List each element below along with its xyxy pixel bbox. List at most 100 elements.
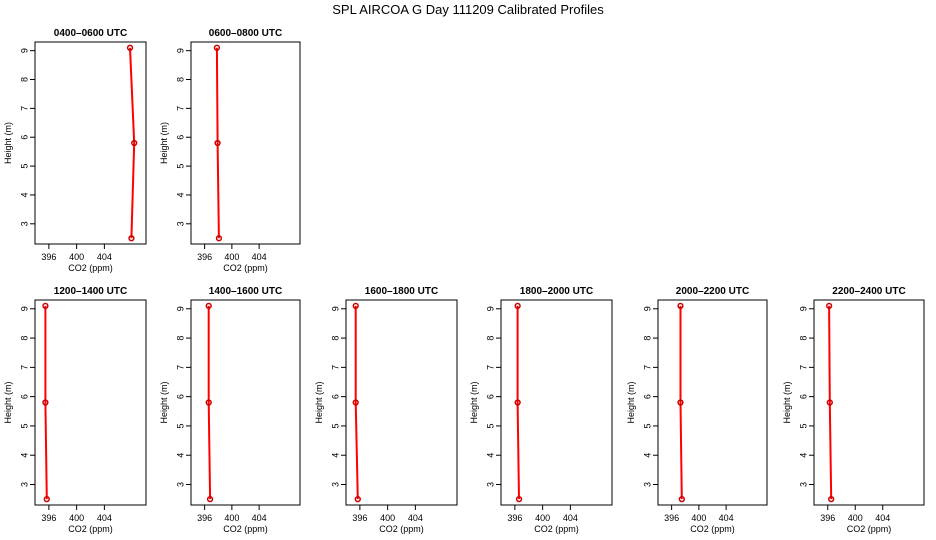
y-tick-label: 8	[19, 336, 29, 341]
x-tick-label: 396	[820, 513, 835, 523]
data-point	[205, 399, 212, 406]
y-tick-label: 8	[175, 77, 185, 82]
y-tick-label: 4	[175, 192, 185, 197]
data-point	[514, 302, 521, 310]
profile-line	[44, 305, 48, 500]
data-point	[206, 495, 214, 503]
y-tick-label: 3	[19, 482, 29, 487]
data-point	[215, 235, 223, 242]
y-tick-label: 7	[798, 365, 808, 370]
x-tick-label: 404	[97, 513, 112, 523]
plot-frame	[34, 299, 147, 506]
y-tick-label: 9	[175, 306, 185, 311]
y-axis-label: Height (m)	[3, 122, 13, 164]
data-point	[352, 302, 359, 310]
plot-frame	[813, 299, 925, 506]
y-tick-label: 5	[175, 423, 185, 428]
profile-panel: 2000–2200 UTC 396 400 404 3 4 5 6 7 8 9 CO2 (ppm) He…	[626, 286, 768, 534]
x-tick-label: 404	[408, 513, 423, 523]
x-tick-label: 400	[69, 252, 84, 262]
x-tick-label: 404	[719, 513, 734, 523]
y-axis-label: Height (m)	[159, 122, 169, 164]
y-tick-label: 4	[175, 453, 185, 458]
x-tick-label: 396	[507, 513, 522, 523]
x-tick-label: 404	[563, 513, 578, 523]
y-axis-label: Height (m)	[626, 381, 636, 423]
y-axis-label: Height (m)	[782, 381, 792, 423]
y-tick-label: 9	[19, 48, 29, 53]
panel-title: 0400–0600 UTC	[54, 28, 127, 39]
y-tick-label: 9	[642, 306, 652, 311]
y-tick-label: 5	[485, 423, 495, 428]
plot-frame	[190, 41, 301, 245]
x-tick-label: 404	[252, 513, 267, 523]
panel-title: 2200–2400 UTC	[832, 286, 905, 297]
panel-title: 0600–0800 UTC	[209, 28, 282, 39]
y-tick-label: 8	[642, 336, 652, 341]
y-tick-label: 3	[19, 221, 29, 226]
y-tick-label: 8	[175, 336, 185, 341]
data-point	[514, 399, 521, 406]
y-tick-label: 9	[175, 48, 185, 53]
profile-panel: 1600–1800 UTC 396 400 404 3 4 5 6 7 8 9 CO2 (ppm) He…	[314, 286, 458, 534]
y-tick-label: 9	[19, 306, 29, 311]
profile-panel: 1800–2000 UTC 396 400 404 3 4 5 6 7 8 9 CO2 (ppm) He…	[469, 286, 613, 534]
y-tick-label: 4	[19, 192, 29, 197]
y-tick-label: 9	[330, 306, 340, 311]
y-tick-label: 7	[330, 365, 340, 370]
y-tick-label: 4	[485, 453, 495, 458]
panel-title: 1800–2000 UTC	[520, 286, 593, 297]
profile-line	[679, 305, 683, 500]
x-axis-label: CO2 (ppm)	[847, 524, 892, 534]
y-axis-label: Height (m)	[3, 381, 13, 423]
data-point	[352, 399, 359, 406]
y-axis-label: Height (m)	[469, 381, 479, 423]
profile-panel: 0400–0600 UTC 396 400 404 3 4 5 6 7 8 9 CO2 (ppm) He…	[3, 28, 147, 273]
x-tick-label: 396	[197, 252, 212, 262]
x-tick-label: 396	[41, 252, 56, 262]
y-tick-label: 7	[485, 365, 495, 370]
data-point	[515, 495, 523, 503]
y-tick-label: 6	[175, 394, 185, 399]
x-tick-label: 400	[224, 513, 239, 523]
y-tick-label: 4	[798, 453, 808, 458]
x-axis-label: CO2 (ppm)	[223, 263, 268, 273]
y-axis-label: Height (m)	[314, 381, 324, 423]
profile-panel: 0600–0800 UTC 396 400 404 3 4 5 6 7 8 9 CO2 (ppm) He…	[159, 28, 301, 273]
data-point	[205, 302, 212, 310]
data-point	[131, 139, 138, 147]
plot-frame	[190, 299, 301, 506]
profile-panel: 1400–1600 UTC 396 400 404 3 4 5 6 7 8 9 CO2 (ppm) He…	[159, 286, 301, 534]
y-tick-label: 7	[19, 365, 29, 370]
y-tick-label: 7	[642, 365, 652, 370]
data-point	[214, 139, 221, 147]
y-tick-label: 7	[19, 106, 29, 111]
x-axis-label: CO2 (ppm)	[690, 524, 735, 534]
data-point	[128, 235, 135, 242]
x-tick-label: 404	[97, 252, 112, 262]
x-tick-label: 400	[69, 513, 84, 523]
profile-panel: 1200–1400 UTC 396 400 404 3 4 5 6 7 8 9 CO2 (ppm) He…	[3, 286, 147, 534]
data-point	[213, 44, 221, 51]
y-tick-label: 9	[485, 306, 495, 311]
y-tick-label: 3	[798, 482, 808, 487]
x-tick-label: 400	[848, 513, 863, 523]
plot-frame	[34, 41, 147, 245]
x-tick-label: 396	[197, 513, 212, 523]
y-axis-label: Height (m)	[159, 381, 169, 423]
panel-title: 1200–1400 UTC	[54, 286, 127, 297]
data-point	[826, 399, 833, 406]
plot-frame	[657, 299, 768, 506]
y-tick-label: 5	[642, 423, 652, 428]
y-tick-label: 3	[175, 482, 185, 487]
data-point	[126, 44, 134, 51]
y-tick-label: 3	[485, 482, 495, 487]
profile-line	[828, 305, 833, 500]
data-point	[828, 495, 835, 503]
y-tick-label: 5	[798, 423, 808, 428]
y-tick-label: 6	[19, 394, 29, 399]
y-tick-label: 6	[330, 394, 340, 399]
x-tick-label: 396	[664, 513, 679, 523]
y-tick-label: 4	[19, 453, 29, 458]
